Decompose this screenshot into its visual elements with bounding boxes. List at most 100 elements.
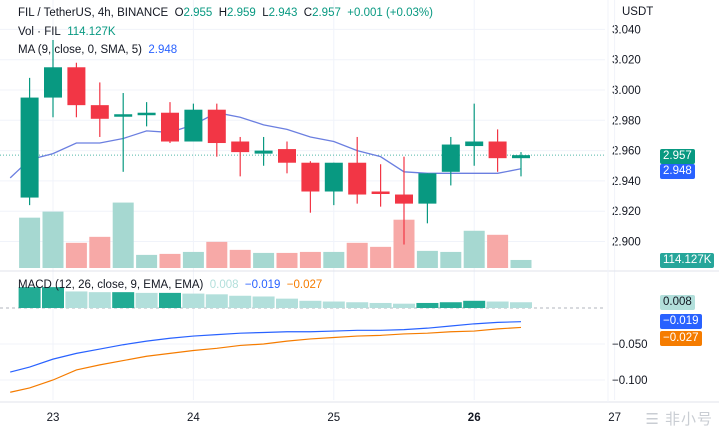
volume-bar	[42, 211, 64, 268]
currency-label: USDT	[622, 6, 654, 18]
macd-histogram-bar	[135, 292, 158, 308]
candle-body	[441, 144, 460, 172]
price-tick-label: 2.900	[612, 237, 641, 249]
candle-body	[161, 112, 179, 142]
candle-body	[395, 194, 413, 204]
high-value: 2.959	[227, 7, 256, 19]
ma-legend[interactable]: MA (9, close, 0, SMA, 5) 2.948	[18, 44, 178, 56]
price-tick-label: 2.940	[612, 176, 641, 188]
volume-bar	[159, 253, 181, 268]
volume-bar	[510, 259, 532, 268]
volume-bar	[182, 251, 204, 268]
volume-legend[interactable]: Vol · FIL 114.127K	[18, 26, 116, 38]
candle-body	[512, 155, 530, 159]
macd-tick-label: −0.050	[612, 339, 648, 351]
time-tick-label: 25	[327, 412, 340, 424]
ma-value: 2.948	[148, 44, 178, 56]
volume-bar	[299, 251, 321, 268]
price-tick-label: 2.920	[612, 206, 641, 218]
volume-bar	[370, 246, 392, 268]
macd-histogram-bar	[159, 292, 181, 308]
ma-tag: 2.948	[660, 164, 695, 179]
volume-bar	[487, 234, 509, 268]
macd-histogram-bar	[205, 294, 228, 308]
price-tick-label: 3.000	[612, 85, 641, 97]
volume-bar	[65, 242, 87, 268]
macd-histogram-bar	[486, 301, 509, 308]
volume-bar	[323, 251, 345, 268]
volume-bar	[112, 202, 134, 268]
macd-histogram-bar	[88, 292, 111, 308]
ohlc-legend: FIL / TetherUS, 4h, BINANCE O2.955 H2.95…	[18, 7, 433, 19]
change-value: +0.001 (+0.03%)	[347, 7, 433, 19]
macd-histogram-bar	[416, 302, 439, 308]
macd-legend[interactable]: MACD (12, 26, close, 9, EMA, EMA) 0.008 …	[18, 279, 323, 291]
watermark-logo: ☰ 非小号	[645, 411, 713, 428]
macd-histogram-bar	[18, 287, 41, 308]
candle-body	[231, 141, 250, 153]
candle-body	[44, 67, 62, 98]
volume-tag: 114.127K	[660, 253, 715, 268]
signal-tag: −0.027	[660, 331, 702, 346]
macd-histogram-bar	[322, 301, 345, 308]
volume-bar	[136, 254, 158, 268]
macd-histogram-bar	[439, 302, 462, 308]
macd-histogram-bar	[229, 295, 252, 308]
volume-value: 114.127K	[67, 26, 116, 38]
low-value: 2.943	[268, 7, 298, 19]
candle-body	[465, 141, 484, 147]
macd-histogram-bar	[182, 293, 205, 308]
signal-line	[10, 326, 522, 393]
macd-hist-tag: 0.008	[660, 295, 695, 310]
macd-tag: −0.019	[660, 314, 702, 329]
volume-bar	[229, 249, 251, 268]
macd-hist-value: 0.008	[209, 279, 239, 291]
price-tick-label: 3.020	[612, 55, 641, 67]
candle-body	[418, 173, 437, 204]
macd-histogram-bar	[276, 298, 298, 308]
macd-histogram-bar	[112, 292, 135, 308]
candle-body	[137, 112, 156, 116]
macd-histogram-bar	[369, 302, 392, 308]
symbol-title: FIL / TetherUS, 4h, BINANCE	[18, 7, 169, 19]
macd-value: −0.019	[244, 279, 281, 291]
candle-body	[324, 162, 343, 192]
candle-body	[254, 150, 273, 154]
candle-body	[278, 149, 296, 163]
candle-body	[90, 105, 109, 119]
volume-bar	[440, 251, 462, 268]
signal-value: −0.027	[286, 279, 323, 291]
time-tick-label: 26	[468, 412, 481, 424]
candle-body	[67, 67, 86, 106]
volume-bar	[276, 252, 298, 268]
volume-bar	[346, 242, 368, 268]
macd-histogram-bar	[463, 300, 486, 308]
macd-histogram-bar	[393, 303, 415, 308]
macd-line	[10, 321, 522, 373]
price-tick-label: 2.960	[612, 146, 641, 158]
candle-body	[184, 109, 203, 142]
volume-bar	[89, 236, 111, 268]
macd-histogram-bar	[299, 300, 322, 308]
candle-body	[488, 141, 507, 159]
time-tick-label: 27	[608, 412, 621, 424]
candle-body	[348, 162, 367, 195]
volume-bar	[19, 217, 41, 268]
volume-bar	[253, 252, 275, 268]
open-value: 2.955	[183, 7, 213, 19]
macd-histogram-bar	[42, 287, 64, 308]
volume-bar	[416, 250, 438, 268]
price-tick-label: 2.980	[612, 115, 641, 127]
last-price-tag: 2.957	[660, 149, 695, 164]
time-tick-label: 23	[47, 412, 60, 424]
time-tick-label: 24	[187, 412, 200, 424]
candle-body	[114, 114, 133, 117]
volume-bar	[463, 230, 485, 268]
candle-body	[20, 97, 39, 198]
macd-tick-label: −0.100	[612, 375, 648, 387]
macd-histogram-bar	[252, 296, 275, 308]
candle-body	[371, 191, 390, 195]
macd-histogram-bar	[346, 302, 369, 308]
candle-body	[207, 109, 226, 144]
